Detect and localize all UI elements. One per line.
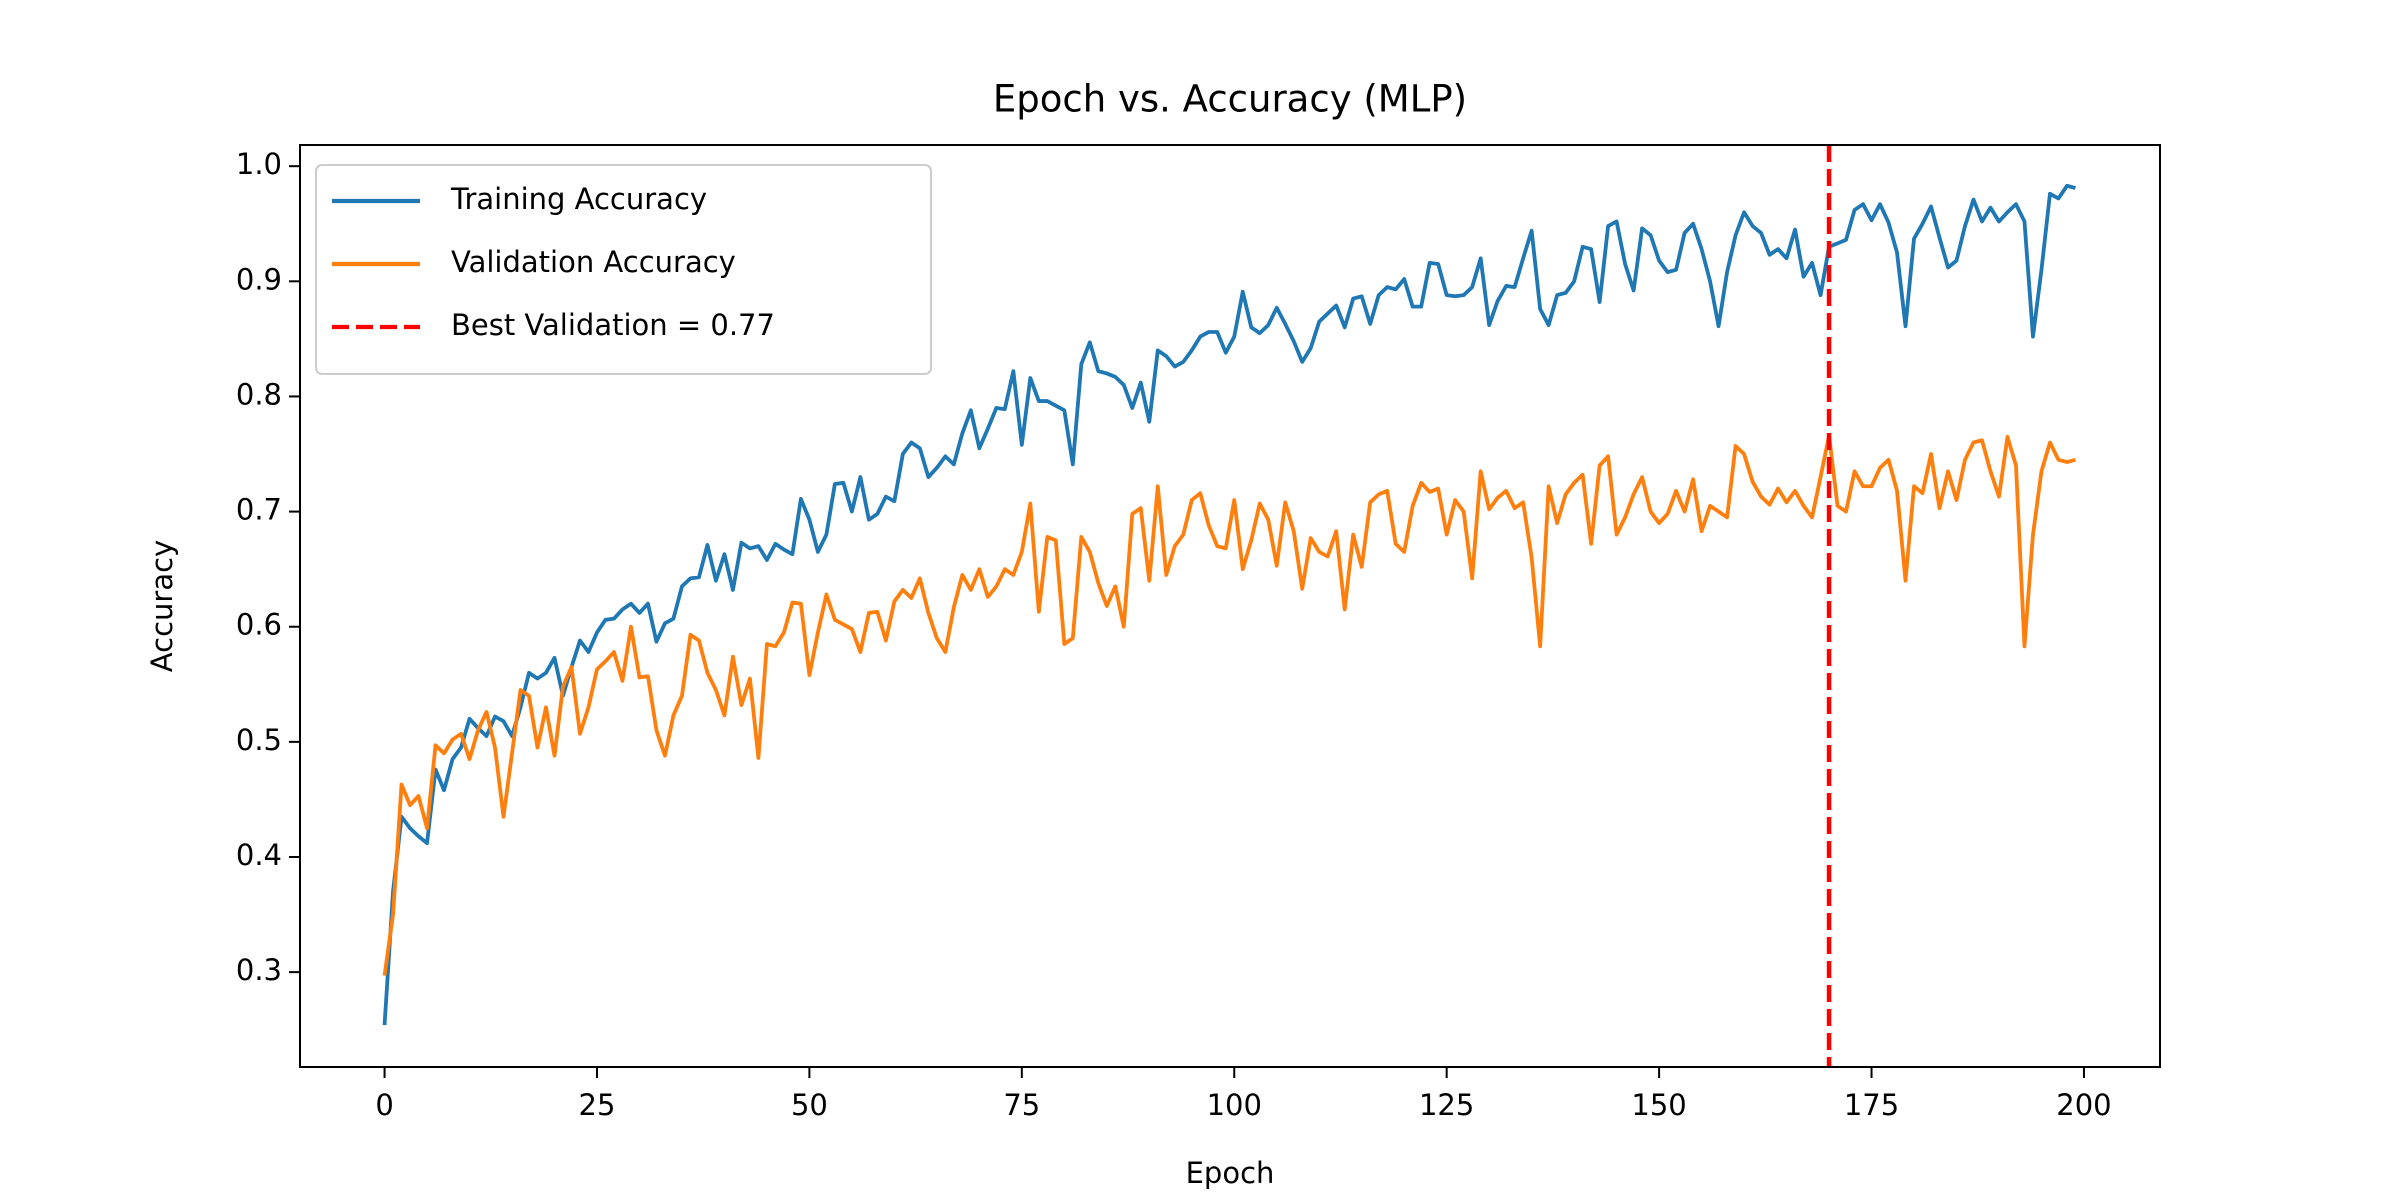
x-axis-label: Epoch	[1186, 1156, 1275, 1190]
legend-label: Training Accuracy	[450, 182, 707, 216]
x-tick-label: 0	[375, 1088, 393, 1122]
y-tick-label: 0.8	[236, 377, 282, 411]
x-tick-label: 175	[1844, 1088, 1899, 1122]
data-line	[382, 433, 2076, 976]
x-tick-label: 200	[2056, 1088, 2111, 1122]
x-tick-label: 100	[1207, 1088, 1262, 1122]
x-tick-label: 75	[1003, 1088, 1040, 1122]
legend: Training Accuracy Validation Accuracy Best…	[315, 164, 932, 375]
y-tick-label: 0.5	[236, 723, 282, 757]
x-tick-label: 25	[579, 1088, 616, 1122]
data-line	[382, 183, 2076, 1026]
y-tick-label: 0.3	[236, 953, 282, 987]
legend-frame	[315, 164, 932, 375]
y-tick-label: 1.0	[236, 147, 282, 181]
legend-label: Validation Accuracy	[451, 245, 736, 279]
y-tick-label: 0.9	[236, 262, 282, 296]
x-tick-label: 150	[1631, 1088, 1686, 1122]
plot-area	[382, 145, 2076, 1067]
legend-label: Best Validation = 0.77	[451, 308, 775, 342]
x-tick-label: 50	[791, 1088, 828, 1122]
y-tick-label: 0.7	[236, 493, 282, 527]
y-axis-label: Accuracy	[145, 540, 179, 672]
x-tick-label: 125	[1419, 1088, 1474, 1122]
y-tick-label: 0.6	[236, 608, 282, 642]
y-tick-label: 0.4	[236, 838, 282, 872]
plot-frame	[299, 144, 2161, 1068]
chart-title: Epoch vs. Accuracy (MLP)	[993, 78, 1467, 121]
